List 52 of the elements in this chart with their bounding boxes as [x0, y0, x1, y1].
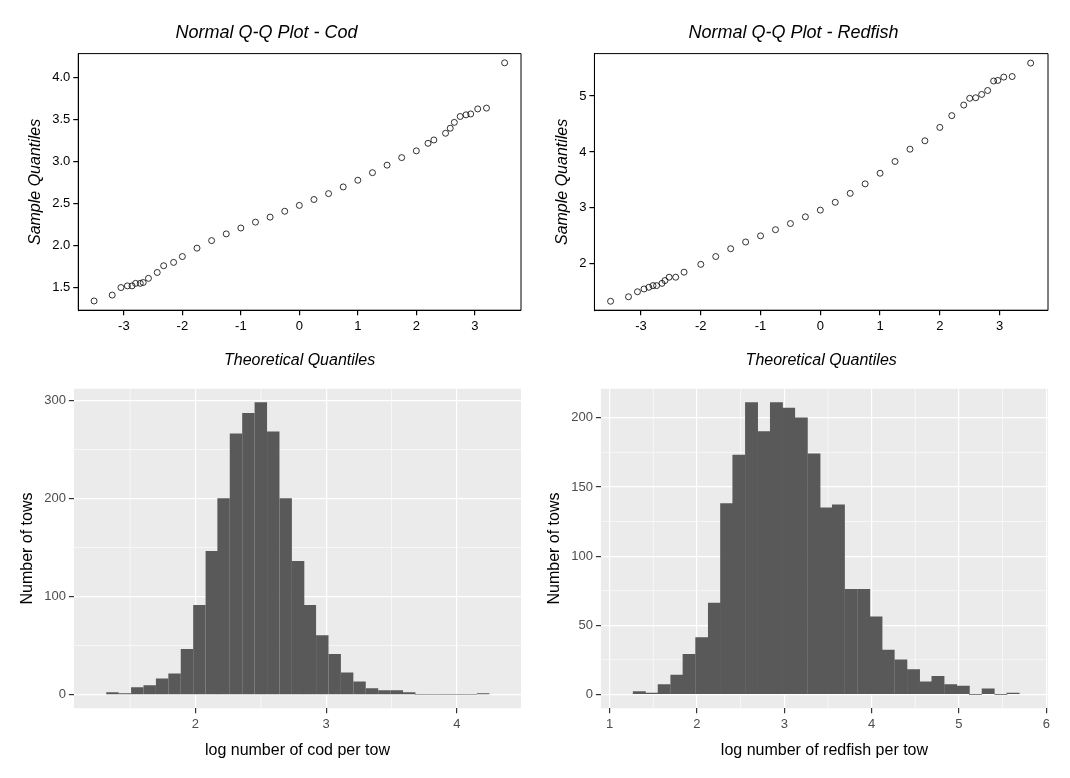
y-tick-label: 2.0 [52, 237, 71, 253]
y-tick-label: 5 [579, 87, 587, 103]
y-tick-label: 2.5 [52, 195, 71, 211]
y-tick-label: 150 [571, 478, 593, 494]
x-tick-label: 5 [955, 715, 963, 731]
y-tick-label: 300 [44, 392, 66, 408]
y-axis-title: Sample Quantiles [26, 118, 44, 246]
x-tick-label: -3 [118, 317, 130, 333]
y-tick-label: 200 [571, 409, 593, 425]
y-tick-label: 3.5 [52, 111, 71, 127]
y-tick-label: 0 [58, 686, 66, 702]
x-tick-label: -2 [176, 317, 189, 333]
y-tick-label: 4 [579, 143, 587, 159]
x-tick-label: 4 [867, 715, 876, 731]
y-tick-label: 100 [44, 588, 66, 604]
x-tick-label: 3 [322, 715, 330, 731]
x-tick-label: 3 [995, 317, 1004, 333]
x-axis-title: Theoretical Quantiles [745, 350, 897, 368]
y-tick-label: 50 [578, 616, 593, 632]
y-tick-label: 100 [571, 547, 593, 563]
x-tick-label: 2 [693, 715, 701, 731]
y-tick-label: 1.5 [52, 279, 71, 295]
y-tick-label: 3.0 [52, 153, 71, 169]
x-tick-label: -3 [635, 317, 647, 333]
x-tick-label: 1 [606, 715, 614, 731]
x-tick-label: 3 [780, 715, 788, 731]
y-axis-title: Number of tows [545, 492, 563, 605]
x-tick-label: -1 [235, 317, 247, 333]
chart-title: Normal Q-Q Plot - Cod [175, 21, 359, 42]
y-tick-label: 2 [579, 255, 587, 271]
y-tick-label: 0 [585, 685, 593, 701]
chart-title: Normal Q-Q Plot - Redfish [688, 21, 899, 42]
x-axis-title: Theoretical Quantiles [224, 350, 376, 368]
x-tick-label: 0 [816, 317, 824, 333]
x-tick-label: -1 [754, 317, 767, 333]
x-tick-label: 2 [412, 317, 420, 333]
y-tick-label: 200 [44, 490, 66, 506]
x-tick-label: 4 [453, 715, 461, 731]
x-tick-label: 0 [295, 317, 303, 333]
x-tick-label: 2 [936, 317, 944, 333]
x-tick-label: -2 [695, 317, 707, 333]
y-tick-label: 3 [579, 199, 587, 215]
x-axis-title: log number of redfish per tow [720, 740, 929, 758]
x-tick-label: 1 [354, 317, 362, 333]
y-tick-label: 4.0 [52, 69, 71, 85]
x-tick-label: 6 [1042, 715, 1050, 731]
x-tick-label: 2 [191, 715, 200, 731]
y-axis-title: Number of tows [18, 492, 36, 605]
x-tick-label: 1 [876, 317, 884, 333]
x-axis-title: log number of cod per tow [204, 740, 391, 758]
y-axis-title: Sample Quantiles [553, 118, 571, 246]
x-tick-label: 3 [471, 317, 479, 333]
